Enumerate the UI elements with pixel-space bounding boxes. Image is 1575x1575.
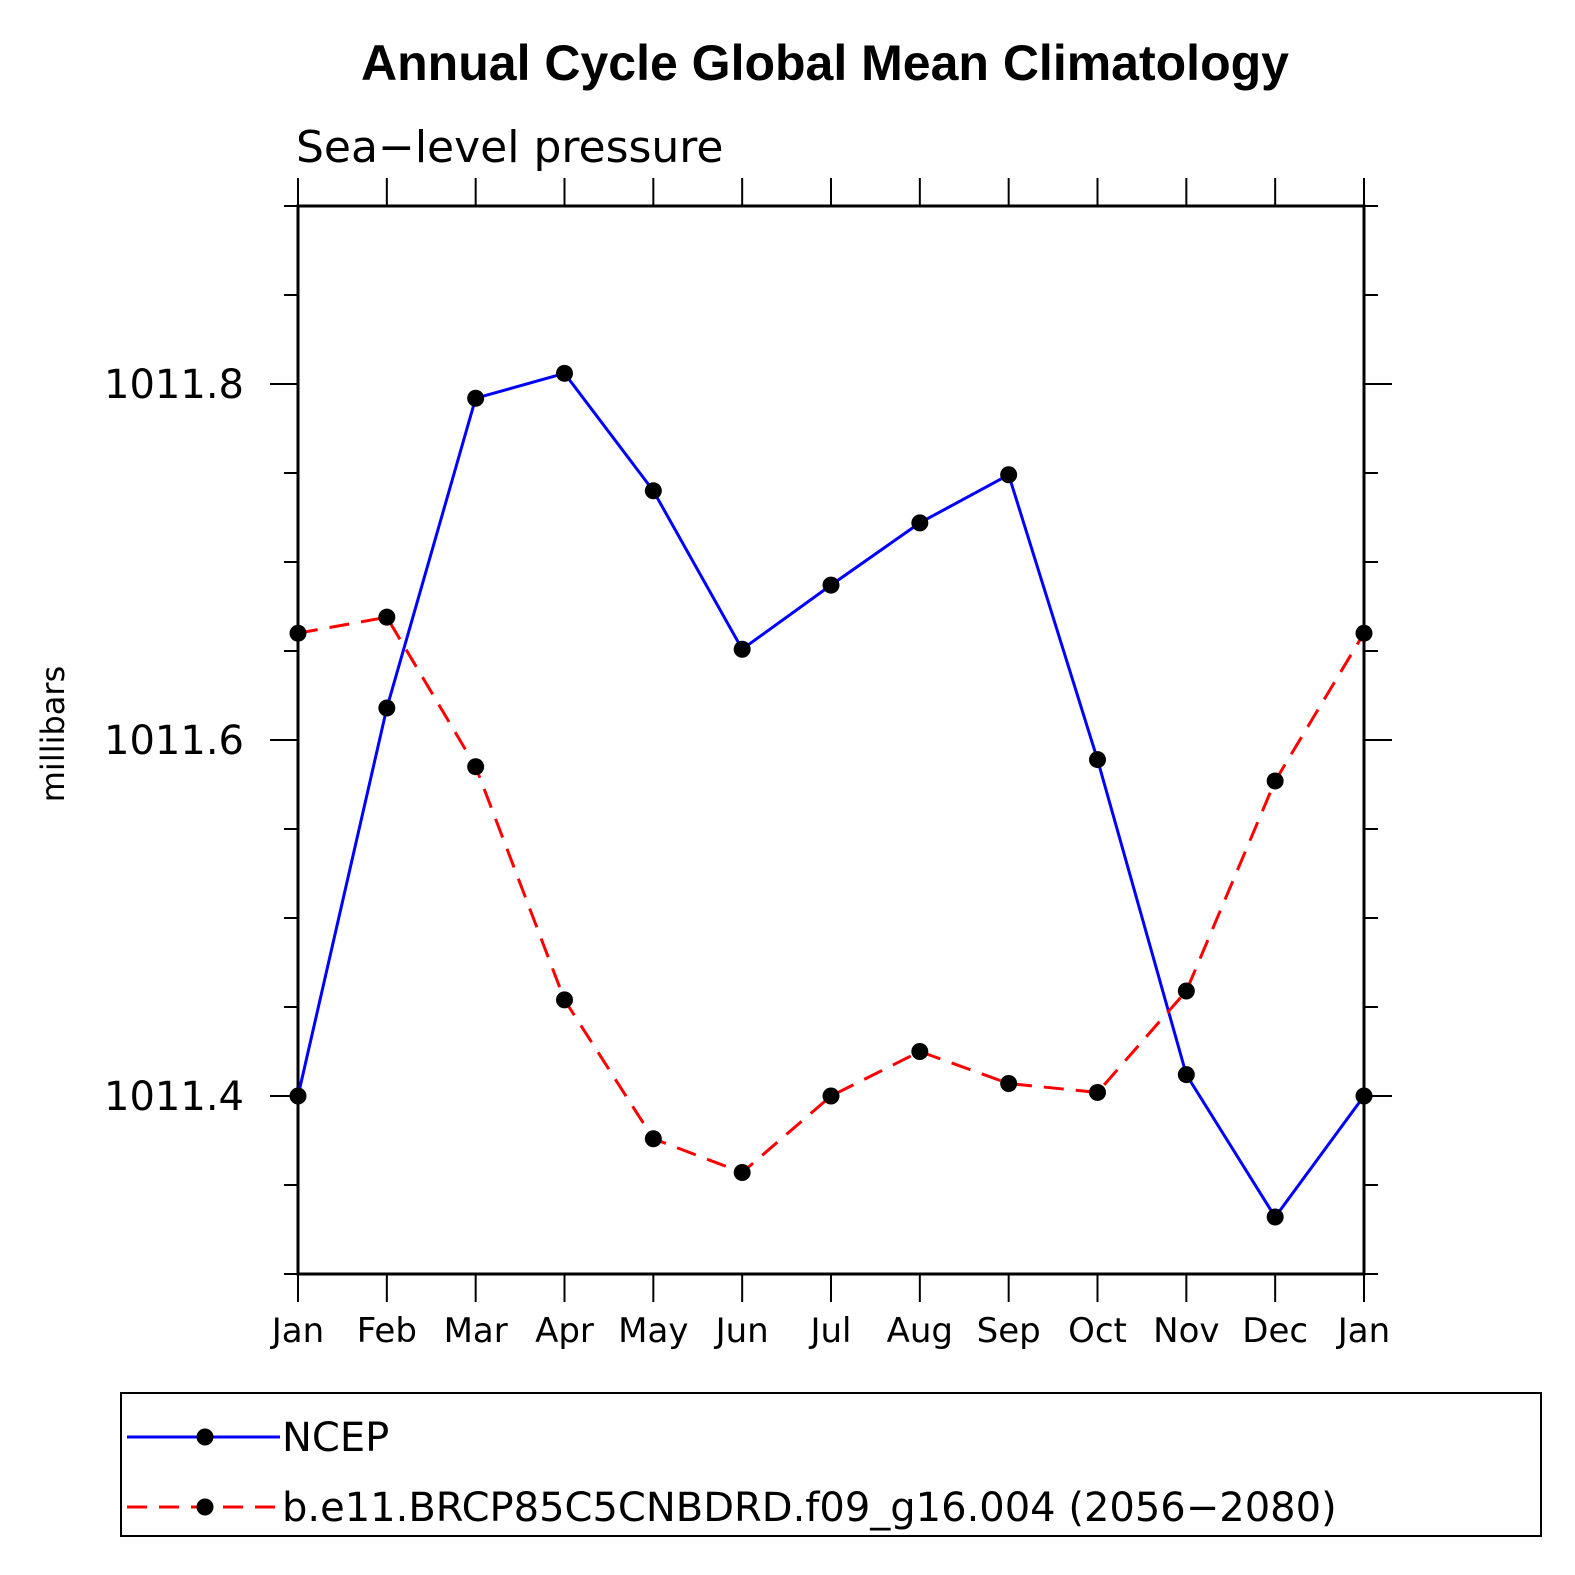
series-1-point <box>1177 1066 1195 1084</box>
x-tick-label: Nov <box>1153 1311 1219 1351</box>
legend-box <box>120 1392 1542 1537</box>
series-2-point <box>822 1087 840 1105</box>
series-1-point <box>733 640 751 658</box>
y-tick-label: 1011.6 <box>104 718 244 764</box>
series-1-point <box>378 699 396 717</box>
series-1-point <box>1000 466 1018 484</box>
series-2-point <box>1355 624 1373 642</box>
series-1-point <box>467 389 485 407</box>
series-2-point <box>644 1130 662 1148</box>
x-tick-label: Jun <box>714 1311 769 1351</box>
x-tick-label: Mar <box>444 1311 508 1351</box>
series-1-point <box>556 364 573 382</box>
series-1-point <box>289 1087 307 1105</box>
x-tick-label: Oct <box>1068 1311 1127 1351</box>
series-2-point <box>289 624 307 642</box>
legend-marker-1 <box>196 1428 214 1446</box>
chart-subtitle: Sea−level pressure <box>296 122 724 173</box>
plot-frame <box>296 204 1366 1276</box>
series-2-point <box>1000 1075 1018 1093</box>
series-1-point <box>1266 1208 1284 1226</box>
y-tick-label: 1011.8 <box>104 362 244 408</box>
y-axis-label: millibars <box>34 666 72 802</box>
axes: 1011.4 1011.6 1011.8 Jan Feb Mar Apr May Jun Jul A… <box>104 178 1392 1351</box>
series-1-point <box>822 576 840 594</box>
series-1-point <box>644 482 662 500</box>
legend-label-2: b.e11.BRCP85C5CNBDRD.f09_g16.004 (2056−2… <box>282 1485 1337 1531</box>
series-1-point <box>1089 751 1106 769</box>
legend-marker-2 <box>196 1498 214 1516</box>
series-2-point <box>1177 982 1195 1000</box>
legend: NCEP b.e11.BRCP85C5CNBDRD.f09_g16.004 (20… <box>127 1415 1337 1531</box>
series-markers <box>289 364 1373 1226</box>
series-2-point <box>378 608 396 626</box>
x-tick-label: May <box>618 1311 688 1351</box>
series-2-point <box>911 1043 929 1060</box>
series-2-point <box>467 758 485 776</box>
x-tick-label: Aug <box>887 1311 953 1351</box>
legend-label-1: NCEP <box>282 1415 389 1461</box>
y-tick-label: 1011.4 <box>104 1074 244 1120</box>
x-tick-label: Jul <box>808 1311 851 1351</box>
series-2-point <box>733 1164 751 1182</box>
series-2-point <box>1089 1083 1106 1101</box>
series-2-point <box>1266 772 1284 790</box>
series-2-point <box>556 991 573 1009</box>
x-tick-label: Feb <box>357 1311 417 1351</box>
x-tick-label: Jan <box>270 1311 324 1351</box>
x-tick-label: Sep <box>977 1311 1041 1351</box>
series-1-point <box>1355 1087 1373 1105</box>
series-1-point <box>911 514 929 532</box>
x-tick-label: Apr <box>535 1311 594 1351</box>
x-tick-label: Jan <box>1336 1311 1390 1351</box>
x-tick-label: Dec <box>1242 1311 1308 1351</box>
chart-title: Annual Cycle Global Mean Climatology <box>361 35 1289 91</box>
